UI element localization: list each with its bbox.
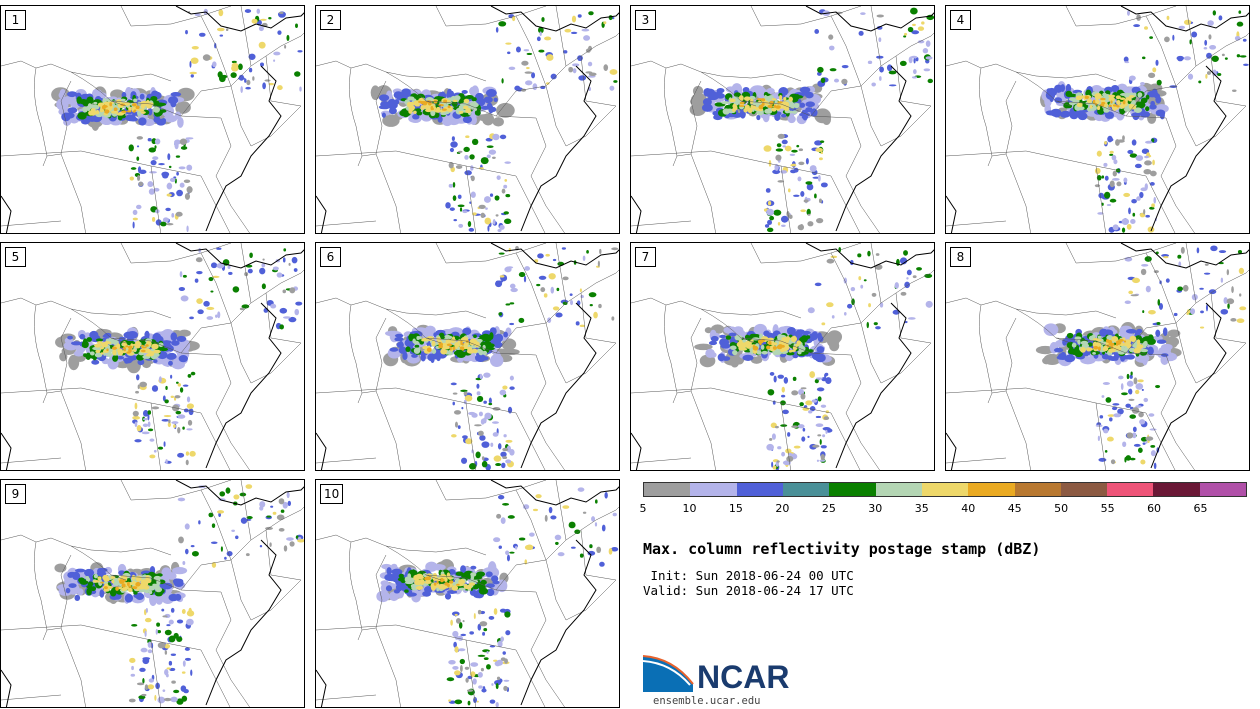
reflectivity-map [946, 6, 1249, 233]
colorbar-segment [829, 483, 876, 496]
reflectivity-map [631, 243, 934, 470]
member-panel-10: 10 [315, 479, 620, 708]
member-panel-5: 5 [0, 242, 305, 471]
colorbar-tick-label: 10 [682, 502, 697, 515]
valid-time: Valid: Sun 2018-06-24 17 UTC [643, 583, 854, 598]
member-label: 5 [5, 247, 26, 267]
colorbar-segment [644, 483, 691, 496]
member-panel-3: 3 [630, 5, 935, 234]
colorbar-segment [690, 483, 737, 496]
colorbar-segment [1199, 483, 1247, 496]
reflectivity-map [631, 6, 934, 233]
member-label: 3 [635, 10, 656, 30]
plot-title: Max. column reflectivity postage stamp (… [643, 540, 1041, 558]
colorbar-segment [1060, 483, 1108, 496]
reflectivity-map [1, 243, 304, 470]
init-time: Init: Sun 2018-06-24 00 UTC [643, 568, 854, 583]
member-panel-6: 6 [315, 242, 620, 471]
reflectivity-map [316, 480, 619, 707]
member-label: 2 [320, 10, 341, 30]
colorbar-tick-label: 5 [639, 502, 647, 515]
colorbar-segment [1107, 483, 1154, 496]
colorbar-segment [736, 483, 783, 496]
member-label: 4 [950, 10, 971, 30]
colorbar-tick-label: 50 [1054, 502, 1069, 515]
reflectivity-map [946, 243, 1249, 470]
colorbar-segment [1014, 483, 1061, 496]
colorbar-segment [968, 483, 1015, 496]
ncar-logo-icon [643, 655, 694, 692]
colorbar-tick-label: 15 [728, 502, 743, 515]
colorbar-tick-label: 55 [1100, 502, 1115, 515]
reflectivity-map [1, 6, 304, 233]
colorbar [643, 482, 1247, 497]
ncar-logo-text: NCAR [697, 659, 790, 695]
member-label: 10 [320, 484, 344, 504]
member-label: 8 [950, 247, 971, 267]
colorbar-tick-label: 40 [961, 502, 976, 515]
member-panel-1: 1 [0, 5, 305, 234]
reflectivity-map [316, 6, 619, 233]
colorbar-tick-label: 30 [868, 502, 883, 515]
colorbar-tick-label: 20 [775, 502, 790, 515]
member-panel-8: 8 [945, 242, 1250, 471]
member-panel-7: 7 [630, 242, 935, 471]
member-panel-4: 4 [945, 5, 1250, 234]
member-label: 1 [5, 10, 26, 30]
colorbar-segment [1153, 483, 1200, 496]
member-panel-2: 2 [315, 5, 620, 234]
colorbar-tick-label: 35 [914, 502, 929, 515]
reflectivity-map [1, 480, 304, 707]
member-label: 6 [320, 247, 341, 267]
colorbar-ticks: 5 10 15 20 25 30 35 40 45 50 55 60 65 [639, 502, 1247, 516]
colorbar-segment [921, 483, 969, 496]
colorbar-segment [782, 483, 830, 496]
colorbar-tick-label: 60 [1147, 502, 1162, 515]
colorbar-tick-label: 25 [821, 502, 836, 515]
member-panel-9: 9 [0, 479, 305, 708]
colorbar-tick-label: 65 [1193, 502, 1208, 515]
colorbar-segment [875, 483, 922, 496]
member-label: 7 [635, 247, 656, 267]
reflectivity-map [316, 243, 619, 470]
colorbar-tick-label: 45 [1007, 502, 1022, 515]
member-label: 9 [5, 484, 26, 504]
site-url: ensemble.ucar.edu [653, 695, 761, 707]
